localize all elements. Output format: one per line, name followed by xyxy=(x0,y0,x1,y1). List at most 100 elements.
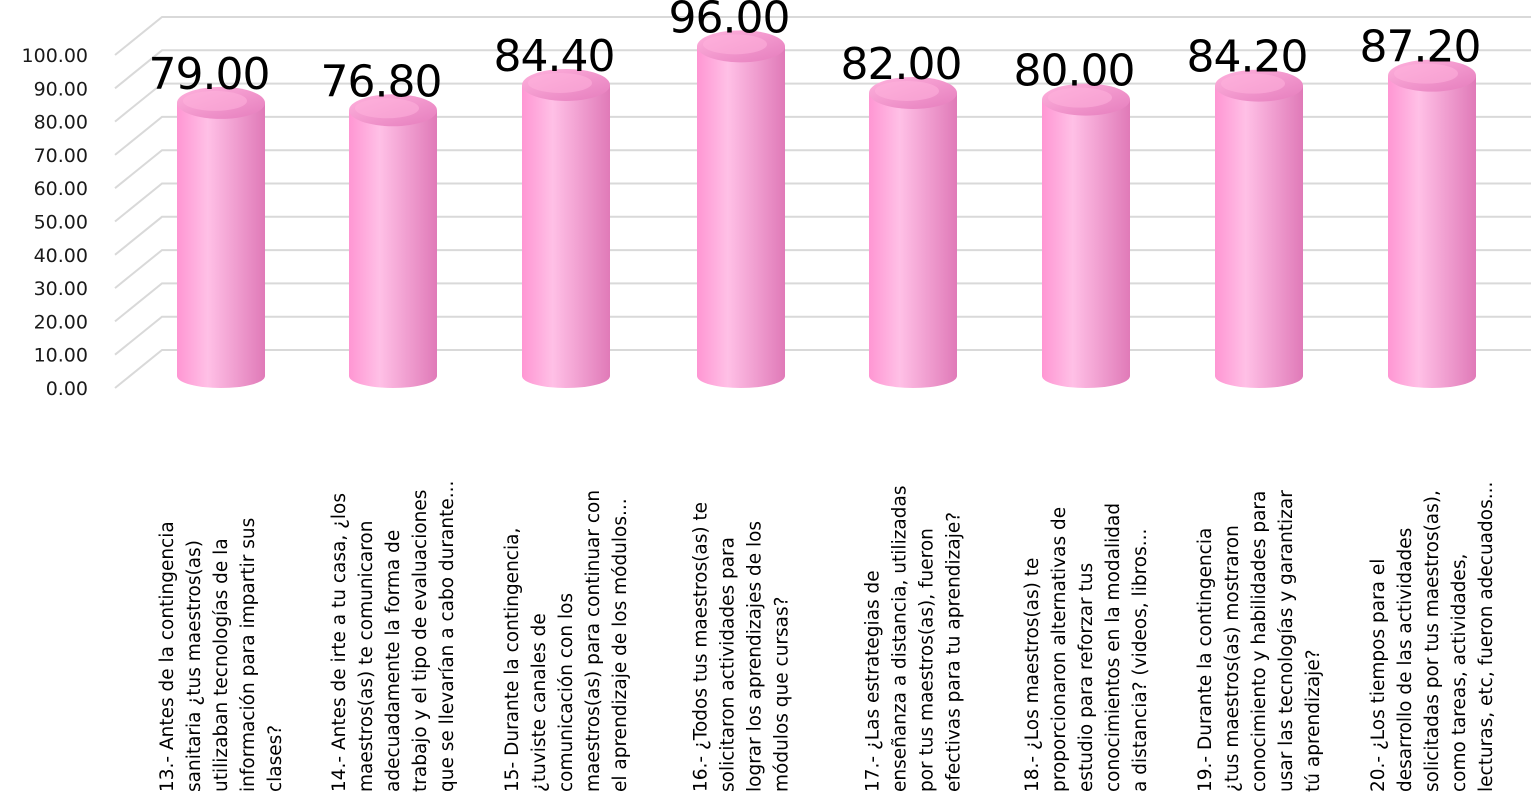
bar xyxy=(522,68,610,388)
category-label-line: 19.- Durante la contingencia xyxy=(1195,528,1216,792)
category-label: 19.- Durante la contingencia ¿tus maestro… xyxy=(1195,490,1324,792)
category-label-line: 20.- ¿Los tiempos para el xyxy=(1368,559,1389,792)
category-label-line: efectivas para tu aprendizaje? xyxy=(944,512,965,792)
category-label-line: adecuadamente la forma de xyxy=(383,530,404,792)
data-label: 96.00 xyxy=(669,0,790,43)
bar xyxy=(869,76,957,388)
bar-top-highlight xyxy=(183,90,247,111)
gridline xyxy=(114,82,1531,123)
category-label-line: solicitadas por tus maestros(as), xyxy=(1422,490,1443,792)
data-label: 80.00 xyxy=(1014,46,1135,97)
bar-body xyxy=(869,92,957,388)
y-tick-label: 40.00 xyxy=(34,245,88,267)
bar-top-highlight xyxy=(1048,87,1112,108)
bar-body xyxy=(1215,85,1303,388)
category-label-line: 15- Durante la contingencia, xyxy=(502,528,523,792)
category-label: 16.- ¿Todos tus maestros(as) te solicitar… xyxy=(691,502,793,792)
gridline xyxy=(114,49,1531,90)
category-label-line: desarrollo de las actividades xyxy=(1395,528,1416,792)
category-label-line: trabajo y el tipo de evaluaciones xyxy=(410,490,431,792)
gridline xyxy=(114,349,1531,389)
x-axis: 13.- Antes de la contingencia sanitaria ¿… xyxy=(157,481,1497,792)
bar-top-highlight xyxy=(1394,63,1458,84)
y-tick-label: 10.00 xyxy=(34,345,88,367)
bar-body xyxy=(1388,75,1476,389)
category-label-line: como tareas, actividades, xyxy=(1449,554,1470,792)
bar-top-highlight xyxy=(703,34,767,55)
category-label-line: que se llevarían a cabo durante... xyxy=(437,481,458,792)
category-label-line: maestros(as) para continuar con xyxy=(583,490,604,792)
grid xyxy=(114,16,1531,389)
y-tick-label: 30.00 xyxy=(34,278,88,300)
category-label: 14.- Antes de irte a tu casa, ¿los maestr… xyxy=(329,481,458,792)
data-label: 84.40 xyxy=(494,31,615,82)
category-label-line: utilizaban tecnologías de la xyxy=(211,538,232,792)
category-label-line: 16.- ¿Todos tus maestros(as) te xyxy=(691,502,712,792)
category-label-line: 14.- Antes de irte a tu casa, ¿los xyxy=(329,493,350,792)
category-label: 17.- ¿Las estrategias de enseñanza a dist… xyxy=(863,486,965,792)
bars xyxy=(177,30,1476,389)
gridline xyxy=(114,282,1531,323)
y-tick-label: 50.00 xyxy=(34,212,88,234)
data-labels: 79.00 76.80 84.40 96.00 82.00 80.00 84.20 87.20 xyxy=(149,0,1482,107)
category-label-line: solicitaron actividades para xyxy=(718,537,739,792)
category-label-line: 17.- ¿Las estrategias de xyxy=(863,570,884,792)
y-tick-label: 80.00 xyxy=(34,112,88,134)
category-label-line: lograr los aprendizajes de los xyxy=(745,521,766,792)
category-label-line: por tus maestros(as), fueron xyxy=(917,528,938,792)
bar xyxy=(1215,69,1303,388)
category-label-line: clases? xyxy=(265,725,286,792)
category-label-line: módulos que cursas? xyxy=(772,597,793,792)
category-label: 18.- ¿Los maestros(as) te proporcionaron … xyxy=(1022,503,1151,792)
category-label-line: enseñanza a distancia, utilizadas xyxy=(890,486,911,792)
y-tick-label: 60.00 xyxy=(34,178,88,200)
category-label-line: a distancia? (videos, libros... xyxy=(1130,529,1151,792)
category-label-line: 18.- ¿Los maestros(as) te xyxy=(1022,558,1043,792)
category-label-line: proporcionaron alternativas de xyxy=(1049,507,1070,792)
category-label-line: lecturas, etc, fueron adecuados... xyxy=(1476,482,1497,792)
category-label: 20.- ¿Los tiempos para el desarrollo de l… xyxy=(1368,482,1497,792)
y-tick-label: 20.00 xyxy=(34,311,88,333)
category-label-line: el aprendizaje de los módulos... xyxy=(610,498,631,792)
data-label: 82.00 xyxy=(841,39,962,90)
y-tick-label: 70.00 xyxy=(34,145,88,167)
bar-top-highlight xyxy=(355,98,419,119)
category-label-line: sanitaria ¿tus maestros(as) xyxy=(184,540,205,792)
bar-top-highlight xyxy=(1221,73,1285,94)
category-label-line: ¿tus maestros(as) mostraron xyxy=(1222,525,1243,792)
y-tick-label: 0.00 xyxy=(46,378,88,400)
category-label-line: tú aprendizaje? xyxy=(1303,649,1324,792)
y-tick-label: 100.00 xyxy=(22,45,88,67)
bar-body xyxy=(1042,99,1130,388)
category-label-line: conocimientos en la modalidad xyxy=(1103,503,1124,792)
bar xyxy=(1042,83,1130,388)
bar-top-highlight xyxy=(875,80,939,101)
category-label-line: estudio para reforzar tus xyxy=(1076,563,1097,792)
category-label-line: información para impartir sus xyxy=(238,518,259,792)
bar-body xyxy=(177,102,265,389)
category-label-line: usar las tecnologías y garantizar xyxy=(1276,490,1297,792)
y-axis: 0.00 10.00 20.00 30.00 40.00 50.00 60.00 70.00 8… xyxy=(22,45,88,400)
data-label: 87.20 xyxy=(1360,22,1481,73)
category-label-line: ¿tuviste canales de xyxy=(529,613,550,792)
category-label-line: comunicación con los xyxy=(556,593,577,792)
data-label: 76.80 xyxy=(321,56,442,107)
gridline xyxy=(114,16,1531,56)
bar xyxy=(1388,59,1476,389)
bar xyxy=(349,94,437,388)
bar-body xyxy=(697,46,785,388)
bar-top-highlight xyxy=(528,72,592,93)
category-label: 15- Durante la contingencia, ¿tuviste can… xyxy=(502,490,631,792)
bar xyxy=(177,86,265,389)
category-label-line: maestros(as) te comunicaron xyxy=(356,521,377,792)
data-label: 79.00 xyxy=(149,49,270,100)
y-tick-label: 90.00 xyxy=(34,78,88,100)
bar-body xyxy=(349,110,437,388)
category-label-line: conocimiento y habilidades para xyxy=(1249,491,1270,792)
data-label: 84.20 xyxy=(1187,32,1308,83)
category-label-line: 13.- Antes de la contingencia xyxy=(157,521,178,792)
category-label: 13.- Antes de la contingencia sanitaria ¿… xyxy=(157,518,286,792)
bar xyxy=(697,30,785,388)
bar-body xyxy=(522,84,610,388)
